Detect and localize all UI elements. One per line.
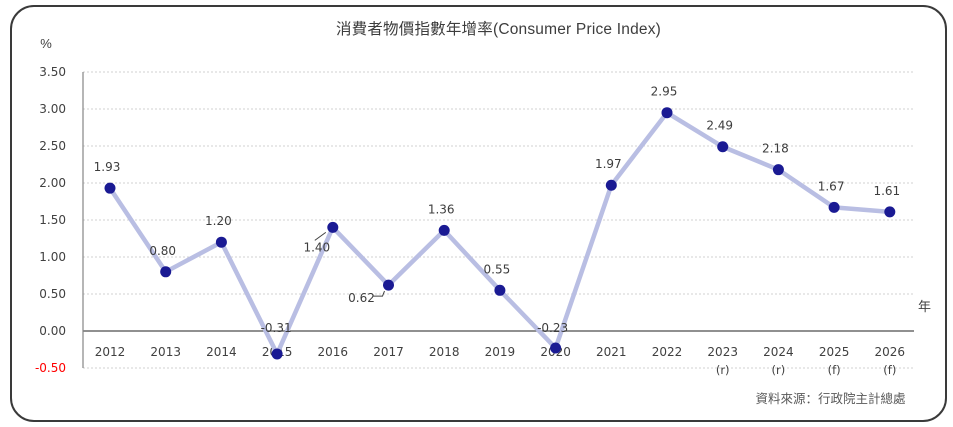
y-tick-label: 1.50 xyxy=(39,213,66,227)
category-label: 2018 xyxy=(429,345,460,359)
y-tick-label: 2.50 xyxy=(39,139,66,153)
category-label: 2016 xyxy=(318,345,349,359)
y-tick-label: 0.00 xyxy=(39,324,66,338)
category-label: 2021 xyxy=(596,345,627,359)
data-point-marker xyxy=(438,224,450,236)
data-point-label: 1.61 xyxy=(873,184,900,198)
y-tick-label: 1.00 xyxy=(39,250,66,264)
category-label: 2026 xyxy=(875,345,906,359)
label-leader-line xyxy=(373,290,385,297)
y-tick-label: 2.00 xyxy=(39,176,66,190)
category-label: 2023 xyxy=(707,345,738,359)
data-point-label: 0.55 xyxy=(484,262,511,276)
data-point-label: 1.93 xyxy=(94,160,121,174)
data-point-marker xyxy=(327,221,339,233)
category-label: 2022 xyxy=(652,345,683,359)
data-point-label: 1.67 xyxy=(818,179,845,193)
data-point-marker xyxy=(828,201,840,213)
data-point-label: 1.20 xyxy=(205,214,232,228)
y-tick-label: -0.50 xyxy=(35,361,66,375)
category-label: 2014 xyxy=(206,345,237,359)
category-sublabel: (r) xyxy=(716,363,730,377)
data-point-label: 0.80 xyxy=(149,244,176,258)
data-point-marker xyxy=(104,182,116,194)
x-axis-unit-label: 年 xyxy=(918,299,932,314)
data-point-label: 0.62 xyxy=(348,291,375,305)
chart-title: 消費者物價指數年增率(Consumer Price Index) xyxy=(335,21,662,38)
data-point-marker xyxy=(661,107,673,119)
data-point-marker xyxy=(271,348,283,360)
source-note: 資料來源：行政院主計總處 xyxy=(755,392,906,406)
category-label: 2012 xyxy=(95,345,126,359)
data-point-marker xyxy=(383,279,394,291)
data-point-marker xyxy=(884,206,896,218)
data-point-label: 2.95 xyxy=(651,85,678,99)
data-point-marker xyxy=(550,342,562,354)
category-label: 2024 xyxy=(763,345,794,359)
y-tick-label: 3.00 xyxy=(39,102,66,116)
data-point-marker xyxy=(772,164,784,176)
category-sublabel: (f) xyxy=(883,363,896,377)
data-point-label: 1.97 xyxy=(595,157,622,171)
category-sublabel: (r) xyxy=(772,363,786,377)
chart-frame xyxy=(10,5,947,422)
data-point-marker xyxy=(215,236,227,248)
data-point-label: 2.18 xyxy=(762,142,789,156)
category-sublabel: (f) xyxy=(828,363,841,377)
data-point-label: 1.36 xyxy=(428,202,455,216)
y-tick-label: 0.50 xyxy=(39,287,66,301)
data-point-marker xyxy=(717,141,729,153)
data-point-label: 2.49 xyxy=(706,119,733,133)
data-point-label: -0.31 xyxy=(261,321,292,335)
data-point-label: -0.23 xyxy=(537,321,568,335)
data-point-label: 1.40 xyxy=(303,240,330,254)
category-label: 2013 xyxy=(150,345,181,359)
y-axis-unit-label: % xyxy=(40,36,52,51)
category-label: 2019 xyxy=(485,345,516,359)
category-label: 2017 xyxy=(373,345,404,359)
y-tick-label: 3.50 xyxy=(39,65,66,79)
data-point-marker xyxy=(160,266,172,278)
data-point-marker xyxy=(494,284,506,296)
label-leader-line xyxy=(314,231,327,241)
category-label: 2025 xyxy=(819,345,850,359)
data-point-marker xyxy=(605,179,617,191)
